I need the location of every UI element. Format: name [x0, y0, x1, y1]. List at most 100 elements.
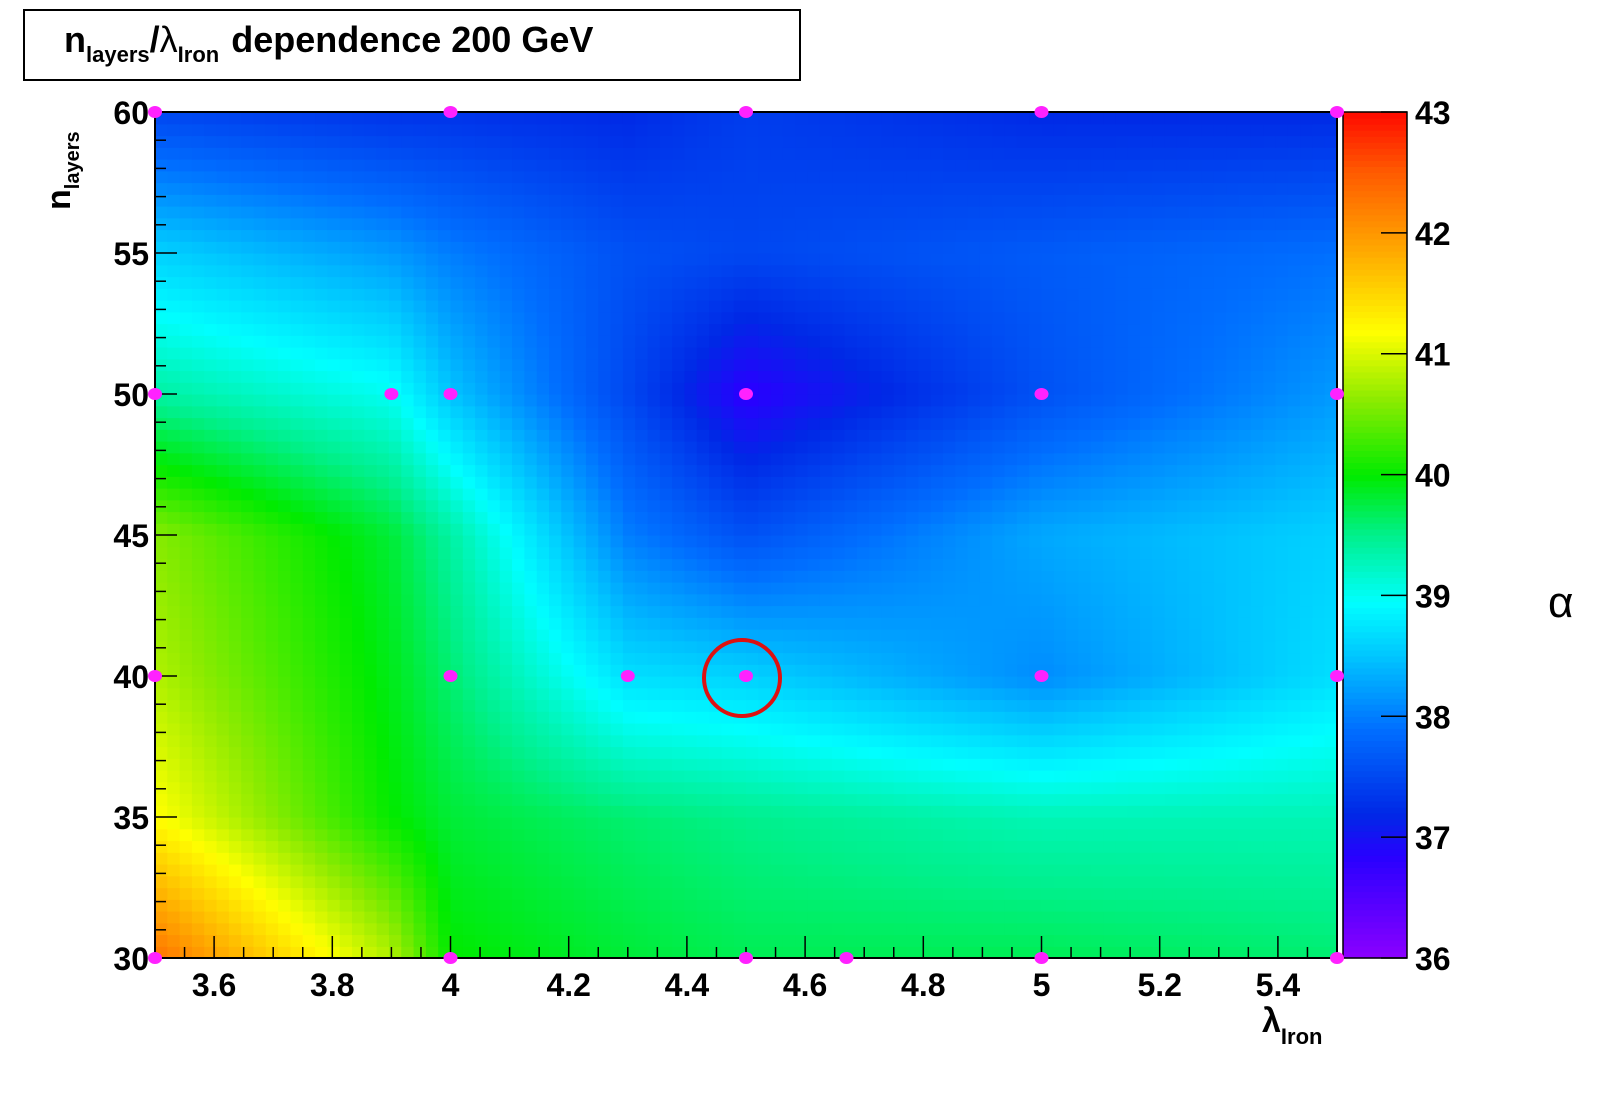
- heatmap-cell: [475, 417, 489, 430]
- heatmap-cell: [1312, 417, 1326, 430]
- heatmap-cell: [216, 746, 230, 759]
- heatmap-cell: [450, 758, 464, 771]
- heatmap-cell: [401, 640, 415, 654]
- heatmap-cell: [401, 617, 415, 630]
- heatmap-cell: [1004, 523, 1018, 536]
- heatmap-cell: [290, 382, 304, 395]
- heatmap-cell: [191, 781, 205, 795]
- heatmap-cell: [401, 793, 415, 806]
- heatmap-cell: [1029, 652, 1043, 665]
- heatmap-cell: [536, 711, 550, 724]
- heatmap-cell: [967, 652, 981, 665]
- heatmap-cell: [684, 452, 698, 466]
- heatmap-cell: [499, 687, 513, 701]
- heatmap-cell: [992, 582, 1006, 595]
- heatmap-cell: [155, 687, 168, 701]
- heatmap-cell: [290, 523, 304, 536]
- heatmap-cell: [1152, 711, 1166, 724]
- heatmap-cell: [758, 593, 772, 607]
- heatmap-cell: [265, 852, 279, 865]
- heatmap-cell: [1066, 875, 1080, 889]
- heatmap-cell: [930, 781, 944, 795]
- heatmap-cell: [1115, 570, 1129, 583]
- heatmap-cell: [1213, 864, 1227, 877]
- heatmap-cell: [881, 464, 895, 477]
- heatmap-cell: [1066, 640, 1080, 654]
- heatmap-cell: [585, 875, 599, 889]
- heatmap-cell: [635, 676, 649, 689]
- heatmap-cell: [622, 852, 636, 865]
- heatmap-cell: [536, 405, 550, 419]
- heatmap-cell: [1312, 394, 1326, 407]
- heatmap-cell: [585, 347, 599, 360]
- heatmap-cell: [1324, 546, 1338, 560]
- heatmap-cell: [499, 805, 513, 818]
- heatmap-cell: [278, 664, 292, 677]
- heatmap-cell: [253, 793, 267, 806]
- heatmap-cell: [265, 723, 279, 736]
- heatmap-cell: [758, 629, 772, 642]
- heatmap-cell: [1103, 370, 1116, 383]
- heatmap-cell: [364, 817, 378, 830]
- heatmap-cell: [1115, 464, 1129, 477]
- heatmap-cell: [832, 652, 846, 665]
- heatmap-cell: [610, 417, 624, 430]
- heatmap-cell: [475, 523, 489, 536]
- heatmap-cell: [967, 734, 981, 748]
- heatmap-cell: [844, 887, 858, 900]
- heatmap-cell: [672, 429, 686, 442]
- heatmap-cell: [475, 805, 489, 818]
- heatmap-cell: [782, 781, 796, 795]
- heatmap-cell: [302, 617, 316, 630]
- heatmap-cell: [918, 452, 932, 466]
- heatmap-cell: [191, 617, 205, 630]
- heatmap-cell: [1090, 582, 1104, 595]
- heatmap-cell: [807, 499, 821, 513]
- heatmap-cell: [1140, 864, 1153, 877]
- heatmap-cell: [413, 758, 427, 771]
- heatmap-cell: [167, 370, 181, 383]
- heatmap-cell: [733, 347, 747, 360]
- heatmap-cell: [733, 699, 747, 712]
- heatmap-cell: [635, 441, 649, 454]
- heatmap-cell: [1103, 746, 1116, 759]
- heatmap-cell: [844, 523, 858, 536]
- heatmap-cell: [499, 488, 513, 501]
- heatmap-cell: [1127, 370, 1141, 383]
- heatmap-cell: [327, 394, 341, 407]
- heatmap-cell: [450, 499, 464, 513]
- heatmap-cell: [1250, 676, 1264, 689]
- heatmap-cell: [1287, 535, 1301, 548]
- heatmap-cell: [425, 535, 439, 548]
- heatmap-cell: [179, 394, 193, 407]
- heatmap-cell: [795, 676, 809, 689]
- heatmap-cell: [746, 793, 759, 806]
- heatmap-cell: [536, 652, 550, 665]
- heatmap-cell: [1029, 488, 1043, 501]
- heatmap-cell: [549, 605, 562, 618]
- heatmap-cell: [475, 347, 489, 360]
- heatmap-cell: [425, 793, 439, 806]
- heatmap-cell: [462, 734, 476, 748]
- heatmap-cell: [315, 699, 328, 712]
- heatmap-cell: [696, 922, 710, 936]
- heatmap-cell: [819, 758, 833, 771]
- heatmap-cell: [1263, 887, 1277, 900]
- heatmap-cell: [499, 499, 513, 513]
- heatmap-cell: [376, 652, 390, 665]
- heatmap-cell: [979, 711, 993, 724]
- heatmap-cell: [807, 817, 821, 830]
- heatmap-cell: [635, 452, 649, 466]
- heatmap-cell: [1140, 781, 1153, 795]
- heatmap-cell: [438, 629, 452, 642]
- heatmap-cell: [869, 734, 883, 748]
- heatmap-cell: [819, 417, 833, 430]
- heatmap-cell: [327, 746, 341, 759]
- heatmap-cell: [1004, 476, 1018, 489]
- heatmap-cell: [1164, 664, 1178, 677]
- heatmap-cell: [1263, 417, 1277, 430]
- heatmap-cell: [561, 593, 575, 607]
- heatmap-cell: [167, 546, 181, 560]
- heatmap-cell: [265, 911, 279, 924]
- heatmap-cell: [1164, 441, 1178, 454]
